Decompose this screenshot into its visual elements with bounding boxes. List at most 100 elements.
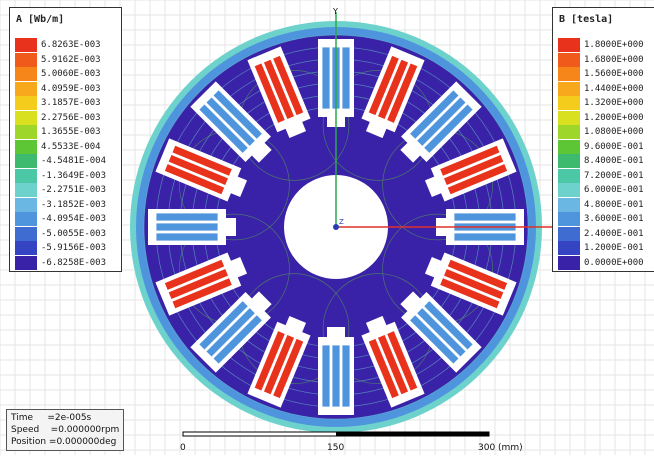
coil-conductor xyxy=(155,232,219,242)
legend-b-value: 1.5600E+000 xyxy=(584,69,644,79)
legend-a-swatch xyxy=(15,154,37,168)
coil-conductor xyxy=(321,46,331,110)
legend-b-value: 4.8000E-001 xyxy=(584,199,644,210)
slot-opening xyxy=(400,141,422,163)
coil-conductor xyxy=(408,89,460,140)
legend-b-swatch xyxy=(558,67,580,81)
simulation-info-box: Time =2e-005s Speed =0.000000rpm Positio… xyxy=(6,409,124,451)
coil-conductor xyxy=(442,267,505,301)
slot-hot xyxy=(424,252,517,316)
legend-b-swatch xyxy=(558,38,580,52)
legend-a-swatch xyxy=(15,96,37,110)
coil-conductor xyxy=(341,46,351,110)
legend-b-swatch xyxy=(558,110,580,125)
legend-a-swatch xyxy=(15,81,37,96)
coil-conductor xyxy=(321,344,331,408)
coil-conductor xyxy=(155,222,219,232)
slot-opening xyxy=(229,175,248,198)
slot-hot xyxy=(247,315,311,408)
legend-b-swatch xyxy=(558,226,580,241)
slot-opening xyxy=(424,256,443,279)
slot-hot xyxy=(424,138,517,202)
slot-opening xyxy=(327,327,345,339)
legend-b-value: 9.6000E-001 xyxy=(584,141,644,152)
slot-opening xyxy=(284,120,307,139)
slot-opening xyxy=(365,315,388,334)
coil-conductor xyxy=(212,314,264,365)
legend-a-value: 4.0959E-003 xyxy=(41,83,101,94)
legend-a-value: 1.3655E-003 xyxy=(41,127,101,137)
legend-a-value: -5.9156E-003 xyxy=(41,243,107,253)
legend-a-swatch xyxy=(15,110,37,125)
slot-hot xyxy=(247,46,311,139)
coil-conductor xyxy=(453,212,517,222)
legend-b-value: 1.4400E+000 xyxy=(584,83,644,94)
coil-conductor xyxy=(453,232,517,242)
legend-a-value: 6.8263E-003 xyxy=(41,40,101,50)
coil-conductor xyxy=(376,333,410,396)
legend-b-value: 1.3200E+000 xyxy=(584,98,644,108)
legend-b-swatch xyxy=(558,96,580,110)
legend-b-value: 3.6000E-001 xyxy=(584,214,644,224)
slot-cold xyxy=(400,291,482,373)
legend-a-value: -4.0954E-003 xyxy=(41,214,107,224)
legend-b-value: 0.0000E+000 xyxy=(584,257,644,268)
legend-a-swatch xyxy=(15,67,37,81)
coil-conductor xyxy=(167,153,230,187)
legend-b-swatch xyxy=(558,255,580,270)
slot-opening xyxy=(400,291,422,313)
coil-conductor xyxy=(367,54,400,117)
slot-hot xyxy=(361,46,425,139)
coil-conductor xyxy=(262,58,296,121)
coil-conductor xyxy=(331,344,341,408)
legend-a-value: 5.9162E-003 xyxy=(41,54,101,65)
legend-a-value: -3.1852E-003 xyxy=(41,199,107,210)
coil-conductor xyxy=(416,307,467,358)
coil-conductor xyxy=(423,299,474,351)
coil-conductor xyxy=(376,58,410,121)
coil-conductor xyxy=(171,144,233,177)
legend-a-swatch xyxy=(15,226,37,241)
legend-b-value: 1.2000E+000 xyxy=(584,112,644,123)
slot-cold xyxy=(190,81,272,163)
legend-a-swatch xyxy=(15,212,37,226)
legend-a-value: -2.2751E-003 xyxy=(41,185,107,195)
y-axis-label: Y xyxy=(332,7,338,16)
legend-b-value: 8.4000E-001 xyxy=(584,156,644,166)
coil-conductor xyxy=(167,267,230,301)
coil-conductor xyxy=(439,144,501,177)
legend-b-value: 2.4000E-001 xyxy=(584,228,644,239)
coil-conductor xyxy=(171,277,233,310)
coil-conductor xyxy=(262,333,296,396)
legend-b-value: 1.2000E-001 xyxy=(584,243,644,253)
slot-cold xyxy=(190,291,272,373)
time-readout: Time =2e-005s xyxy=(11,413,92,423)
coil-conductor xyxy=(272,54,305,117)
legend-b-title: B [tesla] xyxy=(559,14,614,25)
legend-a-swatch xyxy=(15,197,37,212)
legend-vector-potential: A [Wb/m] 6.8263E-003 5.9162E-003 5.0060E-0… xyxy=(9,7,122,272)
coil-conductor xyxy=(205,307,256,358)
coil-conductor xyxy=(205,96,256,147)
slot-cold xyxy=(148,209,236,245)
coil-conductor xyxy=(416,96,467,147)
legend-a-value: -6.8258E-003 xyxy=(41,257,107,268)
coil-conductor xyxy=(446,163,509,196)
legend-b-swatch xyxy=(558,183,580,197)
legend-a-value: 3.1857E-003 xyxy=(41,98,101,108)
legend-b-swatch xyxy=(558,81,580,96)
legend-b-swatch xyxy=(558,212,580,226)
coil-conductor xyxy=(386,330,419,392)
coil-conductor xyxy=(341,344,351,408)
legend-b-value: 1.8000E+000 xyxy=(584,40,644,50)
legend-a-value: 2.2756E-003 xyxy=(41,112,101,123)
legend-a-swatch xyxy=(15,139,37,154)
coil-conductor xyxy=(253,62,286,124)
slot-hot xyxy=(155,138,248,202)
slot-opening xyxy=(224,218,236,236)
legend-b-value: 7.2000E-001 xyxy=(584,170,644,181)
slot-opening xyxy=(424,175,443,198)
z-axis-label: Z xyxy=(339,218,344,226)
